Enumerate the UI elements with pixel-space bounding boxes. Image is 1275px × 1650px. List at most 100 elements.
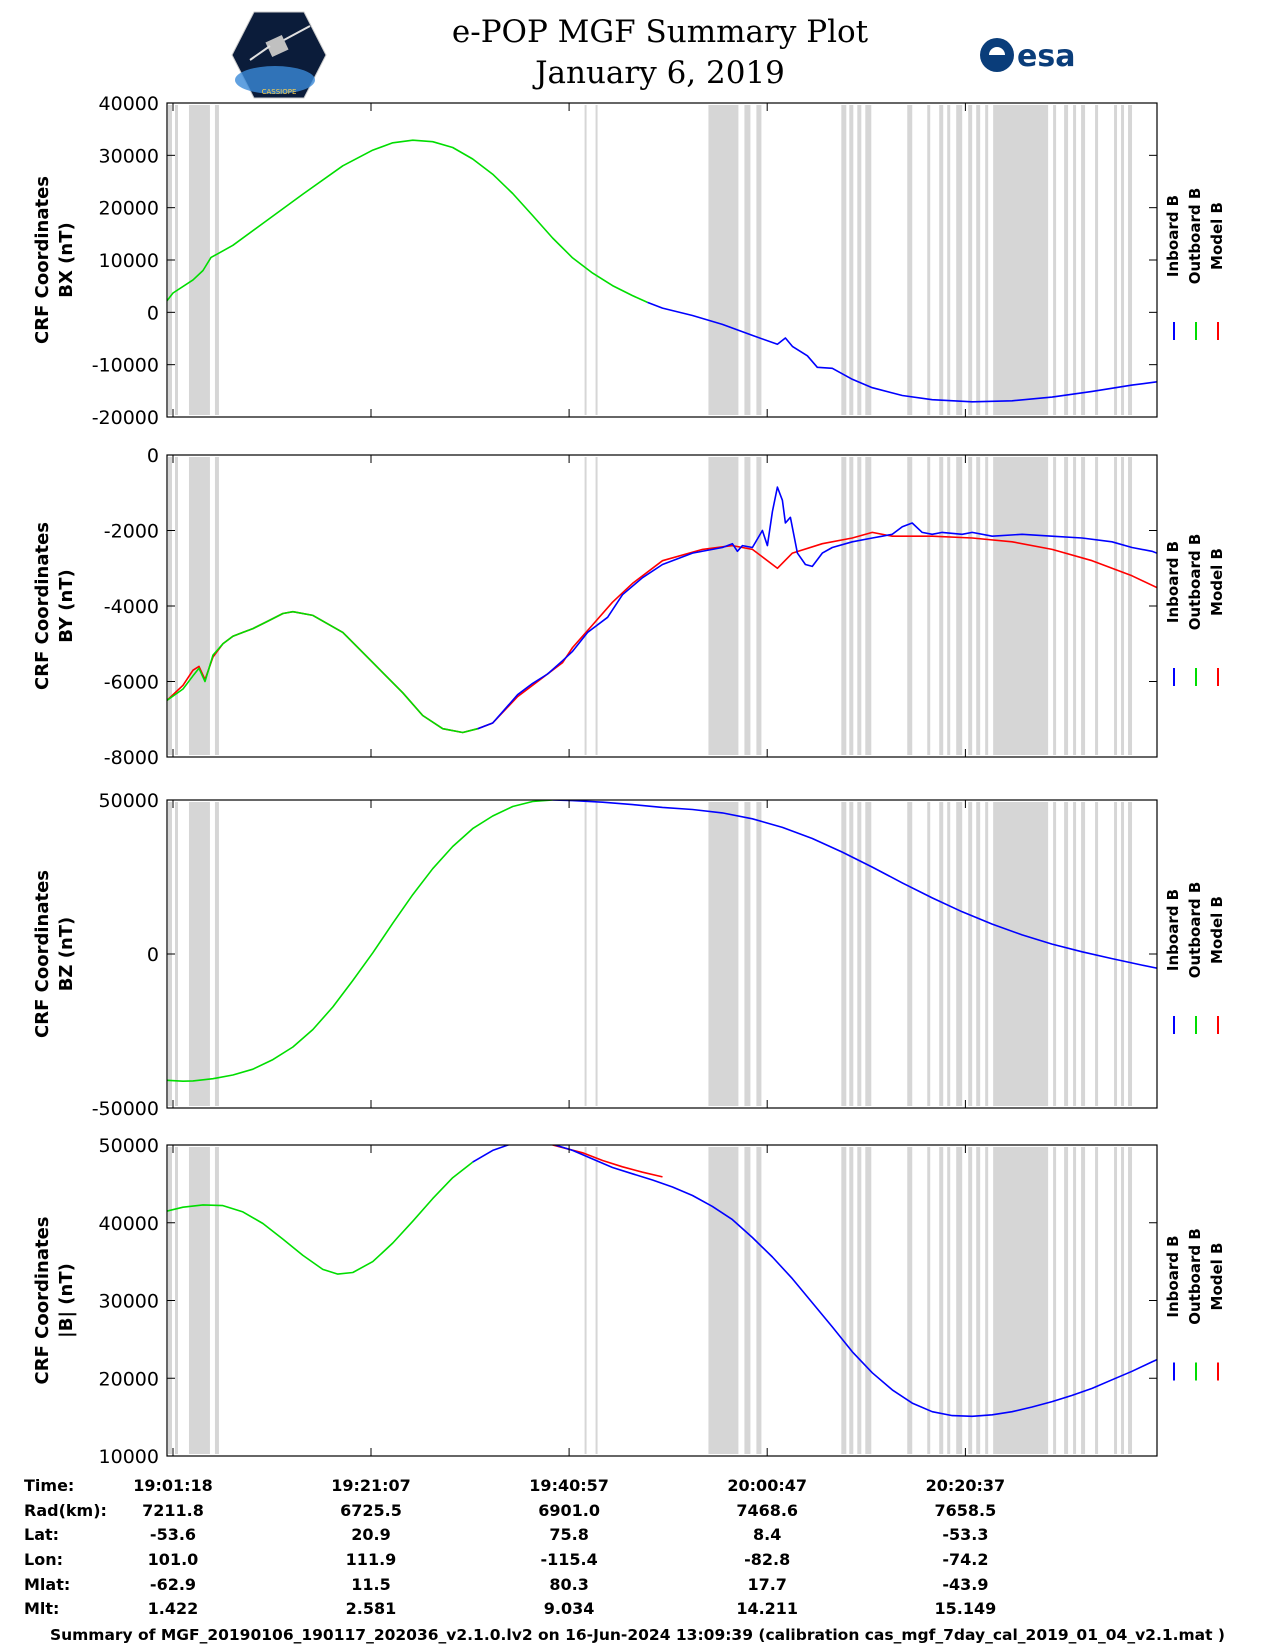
shaded-interval [214,105,219,415]
shaded-interval [939,802,944,1106]
legend-label: Inboard B [1164,1235,1182,1317]
shaded-interval [1095,1147,1099,1454]
shaded-interval [595,457,598,755]
legend-label: Outboard B [1186,534,1204,631]
shaded-interval [1114,457,1118,755]
shaded-interval [1114,802,1118,1106]
plot-date: January 6, 2019 [535,55,785,91]
shaded-interval [857,802,862,1106]
shaded-interval [1121,802,1125,1106]
shaded-interval [849,1147,854,1454]
shaded-interval [985,105,989,415]
shaded-interval [968,802,973,1106]
shaded-interval [849,105,854,415]
y-tick-label: 0 [147,302,159,324]
shaded-interval [907,105,913,415]
series-inboard-b [647,301,1157,403]
shaded-interval [1064,802,1069,1106]
shaded-interval [985,457,989,755]
shaded-interval [584,802,587,1106]
series-outboard-b [167,610,478,734]
shaded-interval [939,105,944,415]
shaded-interval [841,802,847,1106]
shaded-interval [214,457,219,755]
shaded-interval [1095,802,1099,1106]
legend-label: Model B [1208,896,1226,964]
y-tick-label: 30000 [99,145,159,167]
y-tick-label: 10000 [99,1446,159,1468]
shaded-interval [976,457,981,755]
y-tick-label: -50000 [92,1098,159,1120]
legend-label: Inboard B [1164,195,1182,277]
info-cell: 101.0 [147,1550,199,1569]
shaded-interval [956,802,963,1106]
y-tick-label: 0 [147,445,159,467]
y-tick-label: 20000 [99,1368,159,1390]
shaded-interval [968,457,973,755]
shaded-interval [1128,802,1133,1106]
shaded-interval [939,457,944,755]
info-row-label: Time: [24,1476,75,1495]
info-cell: 1.422 [147,1599,199,1618]
y-tick-label: 20000 [99,198,159,220]
shaded-interval [947,457,951,755]
y-axis-label: CRF Coordinates |B| (nT) [32,1217,77,1385]
info-cell: -115.4 [540,1550,598,1569]
legend-label: Model B [1208,1243,1226,1311]
shaded-interval [857,105,862,415]
shaded-interval [188,105,210,415]
shaded-interval [188,802,210,1106]
legend-label: Outboard B [1186,1228,1204,1325]
shaded-interval [1095,457,1099,755]
shaded-interval [744,1147,751,1454]
info-cell: 8.4 [753,1525,782,1544]
shaded-interval [841,105,847,415]
y-axis-label-line1: CRF Coordinates [32,870,53,1038]
y-tick-label: 0 [147,944,159,966]
shaded-interval [1073,457,1077,755]
y-tick-label: 40000 [99,1213,159,1235]
panel-1: 40000 30000 20000 10000 0 -10000 -20000 CRF Coo… [32,93,1226,429]
shaded-interval [1121,105,1125,415]
shaded-interval [188,1147,210,1454]
legend-label: Model B [1208,548,1226,616]
info-cell: 2.581 [345,1599,397,1618]
info-row-label: Rad(km): [24,1501,107,1520]
y-tick-label: -4000 [104,596,159,618]
shaded-interval [188,457,210,755]
y-tick-label: 10000 [99,250,159,272]
shaded-interval [865,105,872,415]
shaded-interval [1128,457,1133,755]
shaded-interval [214,1147,219,1454]
shaded-interval [756,105,762,415]
y-axis-label-line2: BX (nT) [56,222,77,297]
shaded-interval [214,802,219,1106]
shaded-interval [595,802,598,1106]
shaded-interval [849,802,854,1106]
shaded-interval [1073,1147,1077,1454]
legend-label: Outboard B [1186,882,1204,979]
shaded-interval [841,1147,847,1454]
svg-text:esa: esa [1017,39,1075,74]
shaded-interval [1053,1147,1057,1454]
shaded-interval [174,457,178,755]
shaded-interval [1081,1147,1086,1454]
shaded-interval [1064,457,1069,755]
shaded-interval [927,802,931,1106]
shaded-interval [756,457,762,755]
info-cell: 111.9 [345,1550,397,1569]
panel-2: 0 -2000 -4000 -6000 -8000 CRF Coordinates BY (… [32,445,1226,769]
shaded-interval [1053,105,1057,415]
shaded-interval [1064,105,1069,415]
series-inboard-b [477,486,1157,730]
shaded-interval [744,105,751,415]
y-axis-label-line2: BZ (nT) [56,917,77,992]
shaded-interval [993,802,1049,1106]
shaded-interval [1053,802,1057,1106]
shaded-interval [744,457,751,755]
info-row-label: Mlat: [24,1575,71,1594]
shaded-interval [956,457,963,755]
info-cell: 19:40:57 [529,1476,609,1495]
shaded-interval [907,1147,913,1454]
shaded-interval [1114,1147,1118,1454]
